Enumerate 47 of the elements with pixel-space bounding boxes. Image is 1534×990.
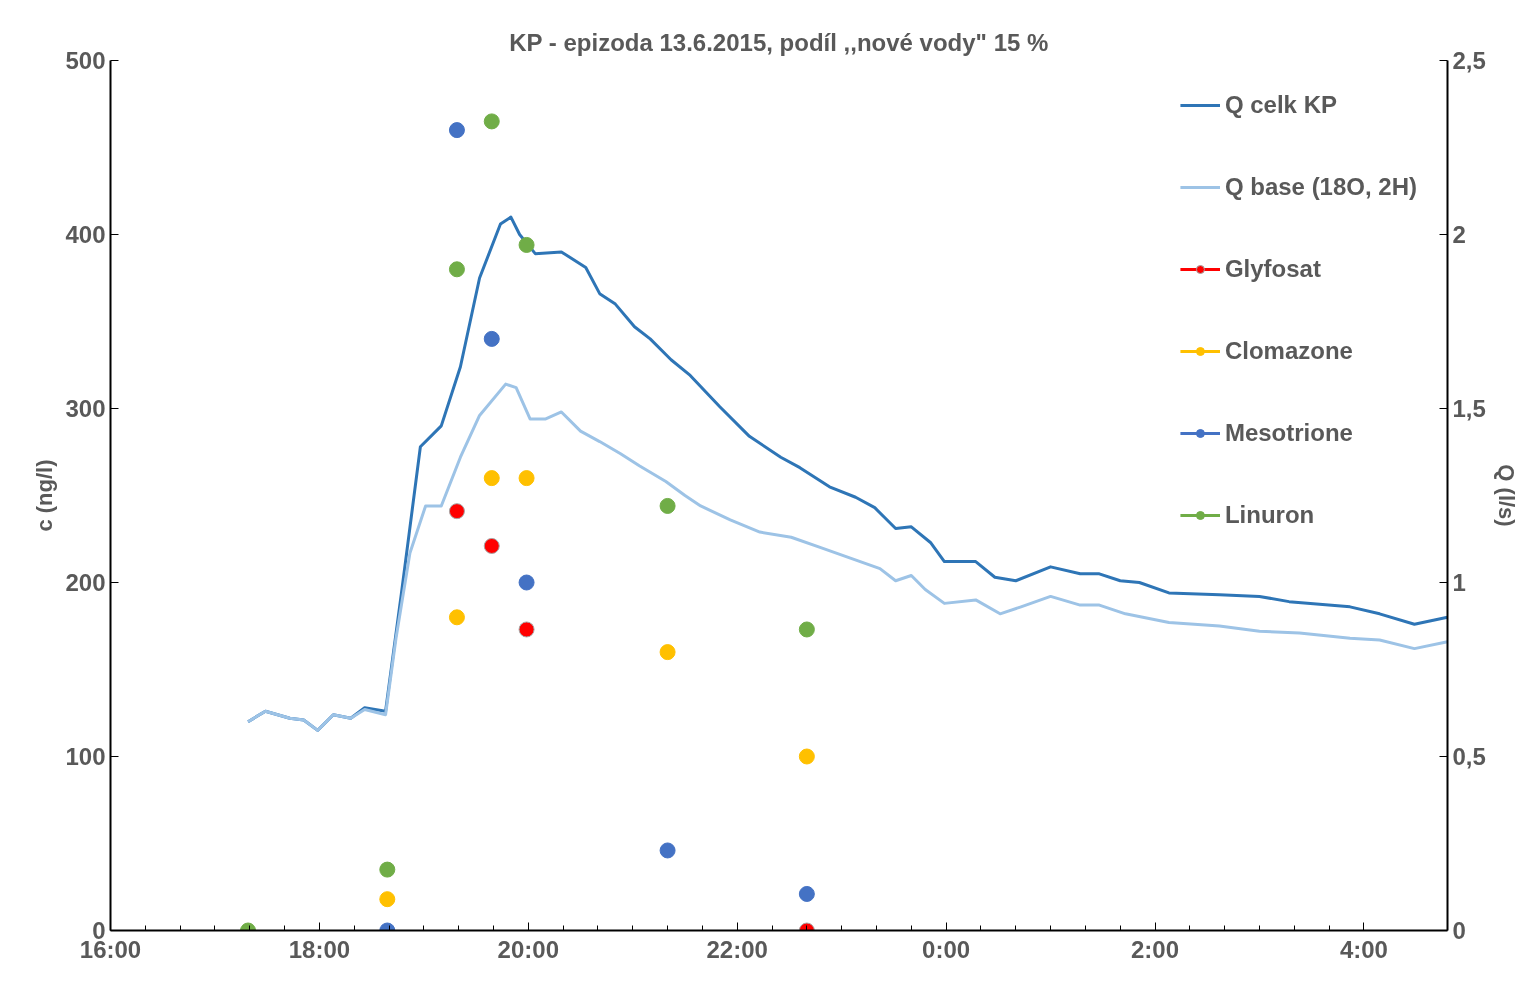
y-axis-title: c (ng/l) (32, 459, 58, 532)
point (518, 574, 535, 591)
point (448, 122, 465, 139)
legend-label: Clomazone (1224, 336, 1353, 366)
legend-label: Q base (18O, 2H) (1224, 172, 1417, 202)
x-tick-label: 20:00 (497, 935, 560, 963)
point (448, 261, 465, 278)
point (448, 503, 465, 520)
point (798, 885, 815, 902)
legend-label: Linuron (1224, 500, 1315, 530)
y-tick-label: 400 (65, 221, 106, 248)
y2-axis-title: Q (l/s) (1493, 464, 1519, 527)
point (798, 748, 815, 765)
legend-label: Mesotrione (1224, 418, 1353, 448)
point (659, 497, 676, 514)
x-tick-label: 22:00 (706, 935, 768, 963)
point (483, 113, 500, 130)
y2-tick-label: 1 (1452, 569, 1466, 596)
line-series (246, 382, 1448, 732)
point (659, 644, 676, 661)
point (483, 330, 500, 347)
y2-tick-label: 0 (1452, 917, 1466, 944)
point (518, 236, 535, 253)
point (483, 537, 500, 554)
y-tick-label: 500 (65, 47, 106, 74)
chart-title: KP - epizoda 13.6.2015, podíl ,,nové vody" 15 % (509, 28, 1049, 56)
point (379, 861, 396, 878)
point (518, 621, 535, 638)
legend-label: Glyfosat (1224, 254, 1321, 284)
point (798, 621, 815, 638)
y2-tick-label: 1,5 (1452, 395, 1486, 422)
legend-label: Q celk KP (1224, 90, 1337, 120)
x-tick-label: 0:00 (922, 935, 971, 963)
y-tick-label: 100 (65, 743, 106, 770)
x-tick-label: 2:00 (1131, 935, 1180, 963)
y-tick-label: 300 (65, 395, 106, 422)
point (518, 470, 535, 487)
point (448, 609, 465, 626)
point (659, 842, 676, 859)
y2-tick-label: 2,5 (1452, 47, 1486, 74)
x-tick-label: 18:00 (288, 935, 351, 963)
y-tick-label: 200 (65, 569, 106, 596)
y2-tick-label: 0,5 (1452, 743, 1486, 770)
point (483, 470, 500, 487)
x-tick-label: 4:00 (1339, 935, 1388, 963)
y2-tick-label: 2 (1452, 221, 1466, 248)
point (379, 891, 396, 908)
